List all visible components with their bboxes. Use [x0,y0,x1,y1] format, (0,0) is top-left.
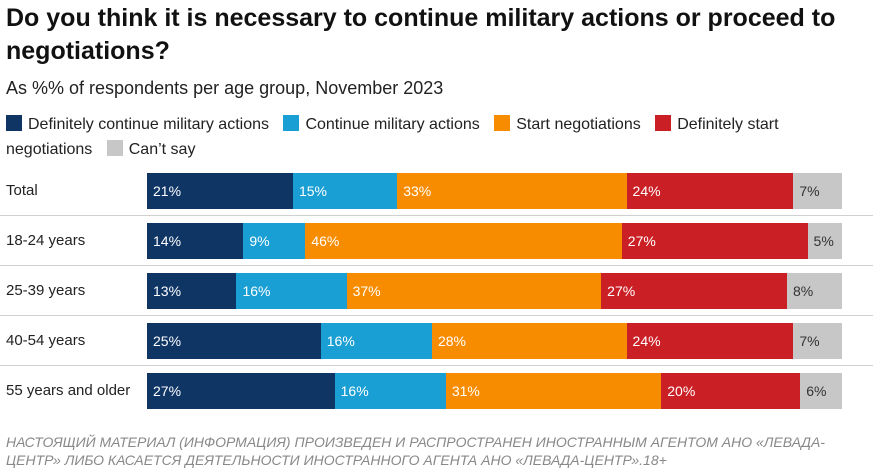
legend-item: Start negotiations [494,115,641,133]
bar-segment: 15% [292,173,398,209]
legend-item: Definitely start negotiations [6,115,779,158]
stacked-bar: 27% 16% 31% 20% 6% [147,373,842,409]
category-label: 40-54 years [6,332,86,349]
bar-segment: 37% [346,273,602,309]
legend-label: Continue military actions [305,116,480,133]
bar-segment: 7% [793,173,842,209]
legend-label: Start negotiations [516,116,641,133]
bar-segment: 25% [147,323,321,359]
bar-segment: 27% [601,273,787,309]
bar-segment: 33% [397,173,627,209]
bar-segment: 31% [445,373,662,409]
foreign-agent-disclaimer: НАСТОЯЩИЙ МАТЕРИАЛ (ИНФОРМАЦИЯ) ПРОИЗВЕД… [6,434,825,468]
category-label: 55 years and older [6,382,131,399]
category-label: 18-24 years [6,232,86,249]
legend-label: Definitely start negotiations [6,116,779,158]
stacked-bar: 14% 9% 46% 27% 5% [147,223,842,259]
bar-row: Total 21% 15% 33% 24% 7% [0,166,873,216]
stacked-bar: 25% 16% 28% 24% 7% [147,323,842,359]
category-label: Total [6,182,38,199]
stacked-bar: 21% 15% 33% 24% 7% [147,173,842,209]
legend-item: Definitely continue military actions [6,115,269,133]
legend-swatch [494,115,511,131]
bar-row: 40-54 years 25% 16% 28% 24% 7% [0,316,873,366]
category-label: 25-39 years [6,282,86,299]
chart-subtitle: As %% of respondents per age group, Nove… [6,78,444,98]
bar-segment: 24% [626,173,794,209]
bar-segment: 46% [305,223,622,259]
bar-segment: 27% [147,373,335,409]
legend-label: Can’t say [128,141,196,158]
bar-row: 25-39 years 13% 16% 37% 27% 8% [0,266,873,316]
row-divider [0,365,873,366]
bar-segment: 9% [243,223,306,259]
legend-swatch [655,115,672,131]
bar-segment: 14% [147,223,244,259]
stacked-bar-chart: Total 21% 15% 33% 24% 7% 18-24 years 14% 9% 46% 27… [0,166,873,416]
bar-segment: 13% [147,273,237,309]
bar-segment: 24% [626,323,794,359]
bar-segment: 21% [147,173,293,209]
legend-item: Can’t say [106,140,196,158]
row-divider [0,265,873,266]
bar-segment: 7% [793,323,842,359]
legend-swatch [6,115,22,131]
bar-segment: 16% [320,323,432,359]
legend-swatch [283,115,300,131]
legend-label: Definitely continue military actions [28,116,269,133]
bar-segment: 27% [621,223,808,259]
bar-segment: 20% [661,373,801,409]
bar-segment: 16% [236,273,347,309]
bar-segment: 28% [431,323,627,359]
row-divider [0,215,873,216]
legend-swatch [106,140,123,156]
chart-title: Do you think it is necessary to continue… [6,4,836,65]
stacked-bar: 13% 16% 37% 27% 8% [147,273,843,309]
bar-segment: 8% [786,273,843,309]
chart-legend: Definitely continue military actions Con… [6,112,866,162]
bar-segment: 5% [807,223,842,259]
bar-segment: 6% [800,373,842,409]
bar-row: 18-24 years 14% 9% 46% 27% 5% [0,216,873,266]
row-divider [0,315,873,316]
legend-item: Continue military actions [283,115,480,133]
bar-row: 55 years and older 27% 16% 31% 20% 6% [0,366,873,416]
bar-segment: 16% [334,373,446,409]
